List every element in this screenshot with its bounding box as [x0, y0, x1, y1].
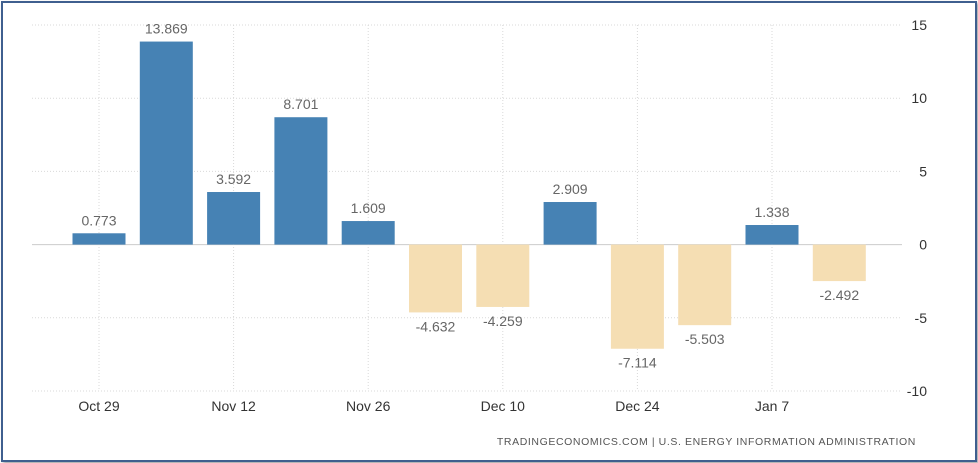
x-tick-label: Nov 12 [211, 398, 256, 414]
bar-dec-3 [409, 244, 462, 313]
label-layer: 0.773 13.869 3.592 8.701 1.609 -4.632 -4.259 2.… [81, 21, 859, 371]
bar-jan-7 [745, 225, 799, 245]
bar-oct-29 [72, 233, 126, 245]
bar-dec-24 [610, 244, 664, 349]
y-tick-label: -5 [915, 310, 928, 326]
data-label: 0.773 [81, 212, 116, 228]
bar-nov-12 [207, 192, 261, 245]
data-label: -7.114 [618, 355, 657, 371]
data-label: 2.909 [553, 181, 588, 197]
x-tick-label: Dec 10 [481, 398, 526, 414]
source-note: TRADINGECONOMICS.COM | U.S. ENERGY INFOR… [497, 436, 916, 448]
data-label: 3.592 [216, 171, 251, 187]
data-label: -5.503 [685, 331, 725, 347]
x-tick-label: Jan 7 [755, 398, 789, 414]
bar-dec-10 [476, 244, 530, 307]
data-label: -4.632 [416, 318, 456, 334]
x-tick-label: Nov 26 [346, 398, 391, 414]
bar-jan-14 [812, 244, 866, 282]
y-tick-label: -10 [907, 383, 927, 399]
bar-dec-31 [678, 244, 732, 326]
bar-nov-5 [139, 41, 193, 245]
data-label: -4.259 [483, 313, 523, 329]
data-label: 8.701 [283, 96, 318, 112]
bar-dec-17 [543, 202, 597, 245]
data-label: 13.869 [145, 21, 188, 37]
bar-layer [72, 41, 866, 349]
y-tick-label: 10 [911, 90, 927, 106]
data-label: -2.492 [819, 287, 859, 303]
x-tick-label: Oct 29 [78, 398, 119, 414]
bar-nov-19 [274, 117, 328, 245]
data-label: 1.609 [351, 200, 386, 216]
y-tick-label: 15 [911, 17, 927, 33]
y-tick-label: 0 [919, 237, 927, 253]
y-tick-label: 5 [919, 163, 927, 179]
x-tick-label: Dec 24 [615, 398, 660, 414]
axis-layer: 15 10 5 0 -5 -10 Oct 29 Nov 12 Nov 26 Dec 10 Dec 2… [78, 17, 927, 414]
bar-nov-26 [341, 221, 395, 245]
data-label: 1.338 [754, 204, 789, 220]
